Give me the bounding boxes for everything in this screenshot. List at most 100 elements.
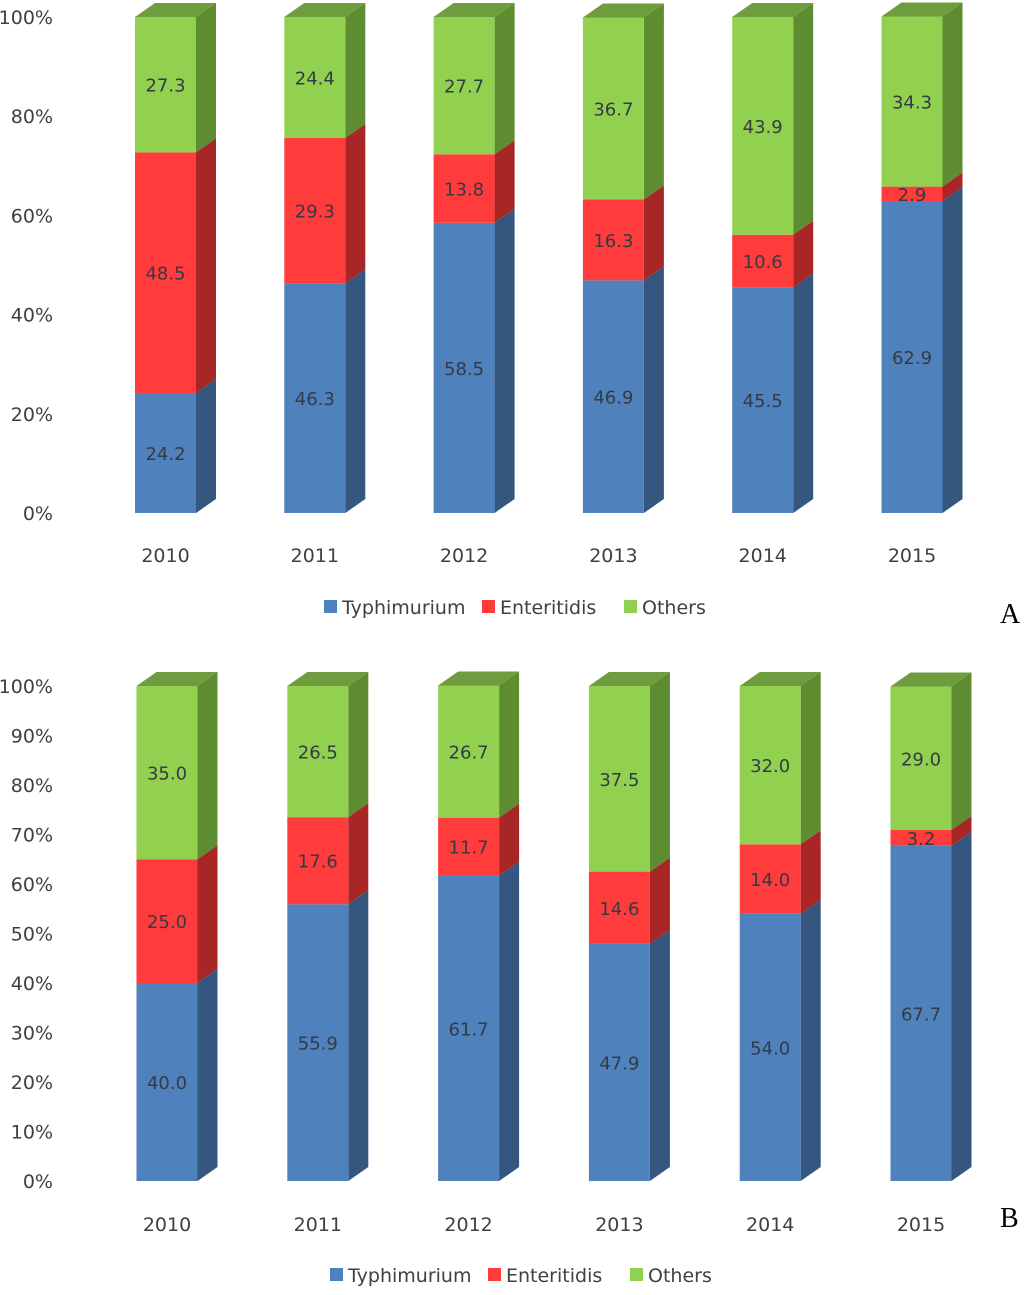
y-tick-label: 20%: [11, 404, 53, 426]
bar-segment-enteritidis-side: [345, 124, 366, 284]
data-label: 54.0: [750, 1038, 790, 1059]
y-tick-label: 80%: [11, 106, 53, 128]
bar-segment-typhimurium: [890, 845, 952, 1181]
bar-segment-typhimurium-side: [793, 273, 814, 513]
bar-segment-enteritidis-side: [649, 857, 670, 944]
bar-segment-enteritidis-side: [942, 172, 963, 202]
panel-label: B: [1000, 1203, 1019, 1234]
bar-segment-others-top: [284, 3, 366, 17]
bar-segment-enteritidis: [582, 199, 644, 281]
data-label: 11.7: [449, 838, 489, 859]
bar-segment-others: [588, 686, 650, 872]
bar-stack-2011: 55.9 17.6 26.5: [287, 672, 369, 1181]
panel-label: A: [1000, 599, 1021, 630]
data-label: 14.6: [599, 899, 639, 920]
bar-segment-others-side: [951, 672, 972, 831]
bar-segment-typhimurium-side: [951, 831, 972, 1181]
bar-segment-others: [739, 686, 801, 845]
data-label: 34.3: [892, 93, 932, 114]
y-tick-label: 80%: [11, 775, 53, 797]
bar-stack-2013: 46.9 16.3 36.7: [582, 3, 664, 513]
bar-segment-others: [433, 17, 495, 155]
y-tick-label: 20%: [11, 1072, 53, 1094]
y-tick-label: 30%: [11, 1023, 53, 1045]
bar-segment-typhimurium: [732, 287, 794, 513]
legend-swatch: [488, 1268, 501, 1281]
bar-segment-enteritidis-side: [800, 830, 821, 914]
legend-label: Enteritidis: [500, 597, 596, 619]
bar-segment-enteritidis-side: [494, 140, 515, 223]
y-tick-label: 60%: [11, 874, 53, 896]
bar-segment-others-side: [345, 3, 366, 139]
bar-segment-enteritidis: [588, 871, 650, 944]
x-tick-label: 2010: [143, 1214, 191, 1236]
data-label: 45.5: [743, 391, 783, 412]
bar-segment-others-side: [196, 3, 216, 153]
bar-stack-2012: 61.7 11.7 26.7: [438, 671, 520, 1181]
y-tick-label: 0%: [23, 1171, 53, 1193]
legend-swatch: [630, 1268, 643, 1281]
bar-segment-enteritidis: [284, 138, 346, 284]
bar-segment-typhimurium-side: [649, 929, 670, 1181]
bar-segment-typhimurium-side: [800, 899, 821, 1181]
bar-segment-typhimurium: [135, 392, 196, 513]
data-label: 58.5: [444, 359, 484, 380]
y-tick-label: 90%: [11, 726, 53, 748]
bar-segment-typhimurium: [739, 913, 801, 1181]
x-tick-label: 2014: [746, 1214, 794, 1236]
legend-label: Enteritidis: [506, 1265, 602, 1287]
bar-segment-others-top: [739, 672, 821, 686]
bar-segment-typhimurium: [588, 943, 650, 1181]
legend: Typhimurium Enteritidis Others: [330, 1265, 712, 1287]
y-tick-label: 100%: [0, 676, 53, 698]
bar-segment-others-top: [881, 2, 963, 17]
bar-segment-enteritidis-side: [643, 185, 664, 281]
legend-item-typhimurium: Typhimurium: [324, 597, 465, 619]
data-label: 35.0: [147, 764, 187, 785]
data-label: 2.9: [898, 185, 927, 206]
data-label: 55.9: [298, 1034, 338, 1055]
legend-swatch: [324, 600, 337, 613]
bar-segment-others: [284, 17, 346, 139]
data-label: 32.0: [750, 756, 790, 777]
x-tick-label: 2014: [739, 545, 787, 567]
bar-segment-enteritidis-side: [951, 816, 972, 846]
bar-segment-enteritidis: [739, 844, 801, 914]
y-tick-label: 0%: [23, 503, 53, 525]
y-tick-label: 10%: [11, 1122, 53, 1144]
bar-segment-enteritidis-side: [196, 138, 216, 393]
bar-segment-others-side: [348, 672, 369, 818]
bar-segment-enteritidis-side: [499, 803, 520, 876]
bar-segment-typhimurium-side: [348, 890, 369, 1181]
legend-label: Typhimurium: [341, 597, 465, 619]
legend-item-enteritidis: Enteritidis: [488, 1265, 602, 1287]
data-label: 16.3: [593, 231, 633, 252]
bar-stack-2014: 45.5 10.6 43.9: [732, 3, 814, 513]
legend-swatch: [330, 1268, 343, 1281]
bar-stack-2015: 67.7 3.2 29.0: [890, 672, 972, 1181]
bar-segment-others-top: [732, 3, 814, 17]
bar-segment-others-side: [942, 2, 963, 187]
bar-segment-others: [136, 686, 198, 860]
x-tick-label: 2011: [291, 545, 339, 567]
x-tick-label: 2015: [888, 545, 936, 567]
bar-segment-others: [582, 17, 644, 200]
bar-segment-others-side: [649, 672, 670, 872]
y-tick-label: 50%: [11, 924, 53, 946]
x-tick-label: 2012: [440, 545, 488, 567]
y-tick-label: 40%: [11, 973, 53, 995]
data-label: 47.9: [599, 1053, 639, 1074]
data-label: 43.9: [743, 117, 783, 138]
data-label: 27.7: [444, 77, 484, 98]
bar-segment-others-side: [494, 3, 515, 155]
legend-item-others: Others: [630, 1265, 712, 1287]
x-tick-label: 2013: [595, 1214, 643, 1236]
legend-label: Others: [642, 597, 706, 619]
bar-stack-2012: 58.5 13.8 27.7: [433, 3, 515, 513]
bar-segment-others-top: [582, 3, 664, 18]
x-tick-label: 2010: [141, 545, 189, 567]
data-label: 10.6: [743, 252, 783, 273]
data-label: 17.6: [298, 852, 338, 873]
bar-stack-2011: 46.3 29.3 24.4: [284, 3, 366, 513]
